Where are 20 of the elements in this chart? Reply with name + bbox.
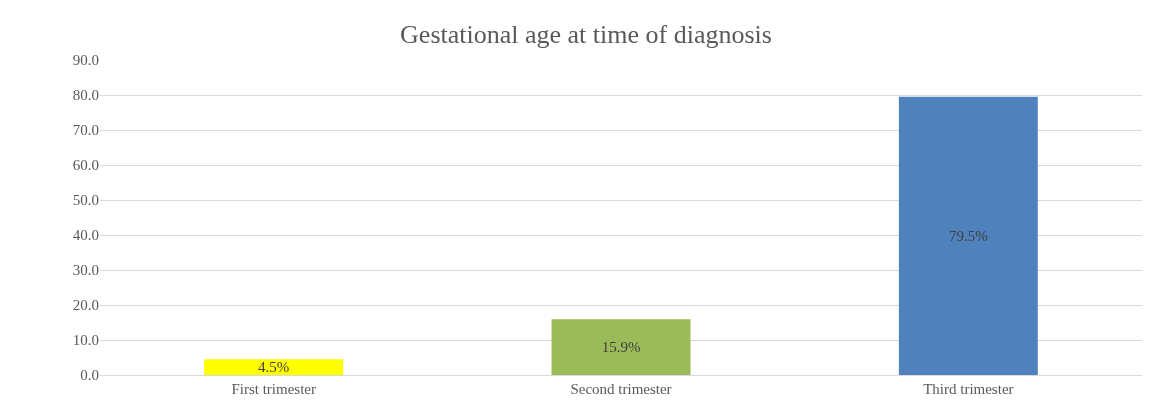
- y-tick-label: 10.0: [72, 332, 99, 349]
- data-label: 4.5%: [258, 359, 290, 376]
- y-tick-label: 40.0: [72, 227, 99, 244]
- y-tick-label: 90.0: [72, 52, 99, 69]
- chart-title: Gestational age at time of diagnosis: [400, 20, 772, 50]
- x-tick-label: Second trimester: [570, 381, 672, 397]
- y-tick-label: 20.0: [72, 297, 99, 314]
- bar: [898, 96, 1038, 375]
- data-label: 79.5%: [948, 227, 988, 244]
- bar: [551, 319, 691, 375]
- y-tick-label: 30.0: [72, 262, 99, 279]
- y-tick-label: 80.0: [72, 87, 99, 104]
- y-tick-label: 0.0: [80, 367, 99, 384]
- x-tick-label: Third trimester: [923, 381, 1014, 397]
- y-tick-label: 50.0: [72, 192, 99, 209]
- y-tick-label: 70.0: [72, 122, 99, 139]
- bar: [204, 359, 344, 375]
- data-label: 15.9%: [601, 339, 641, 356]
- y-tick-label: 60.0: [72, 157, 99, 174]
- x-tick-label: First trimester: [231, 381, 316, 397]
